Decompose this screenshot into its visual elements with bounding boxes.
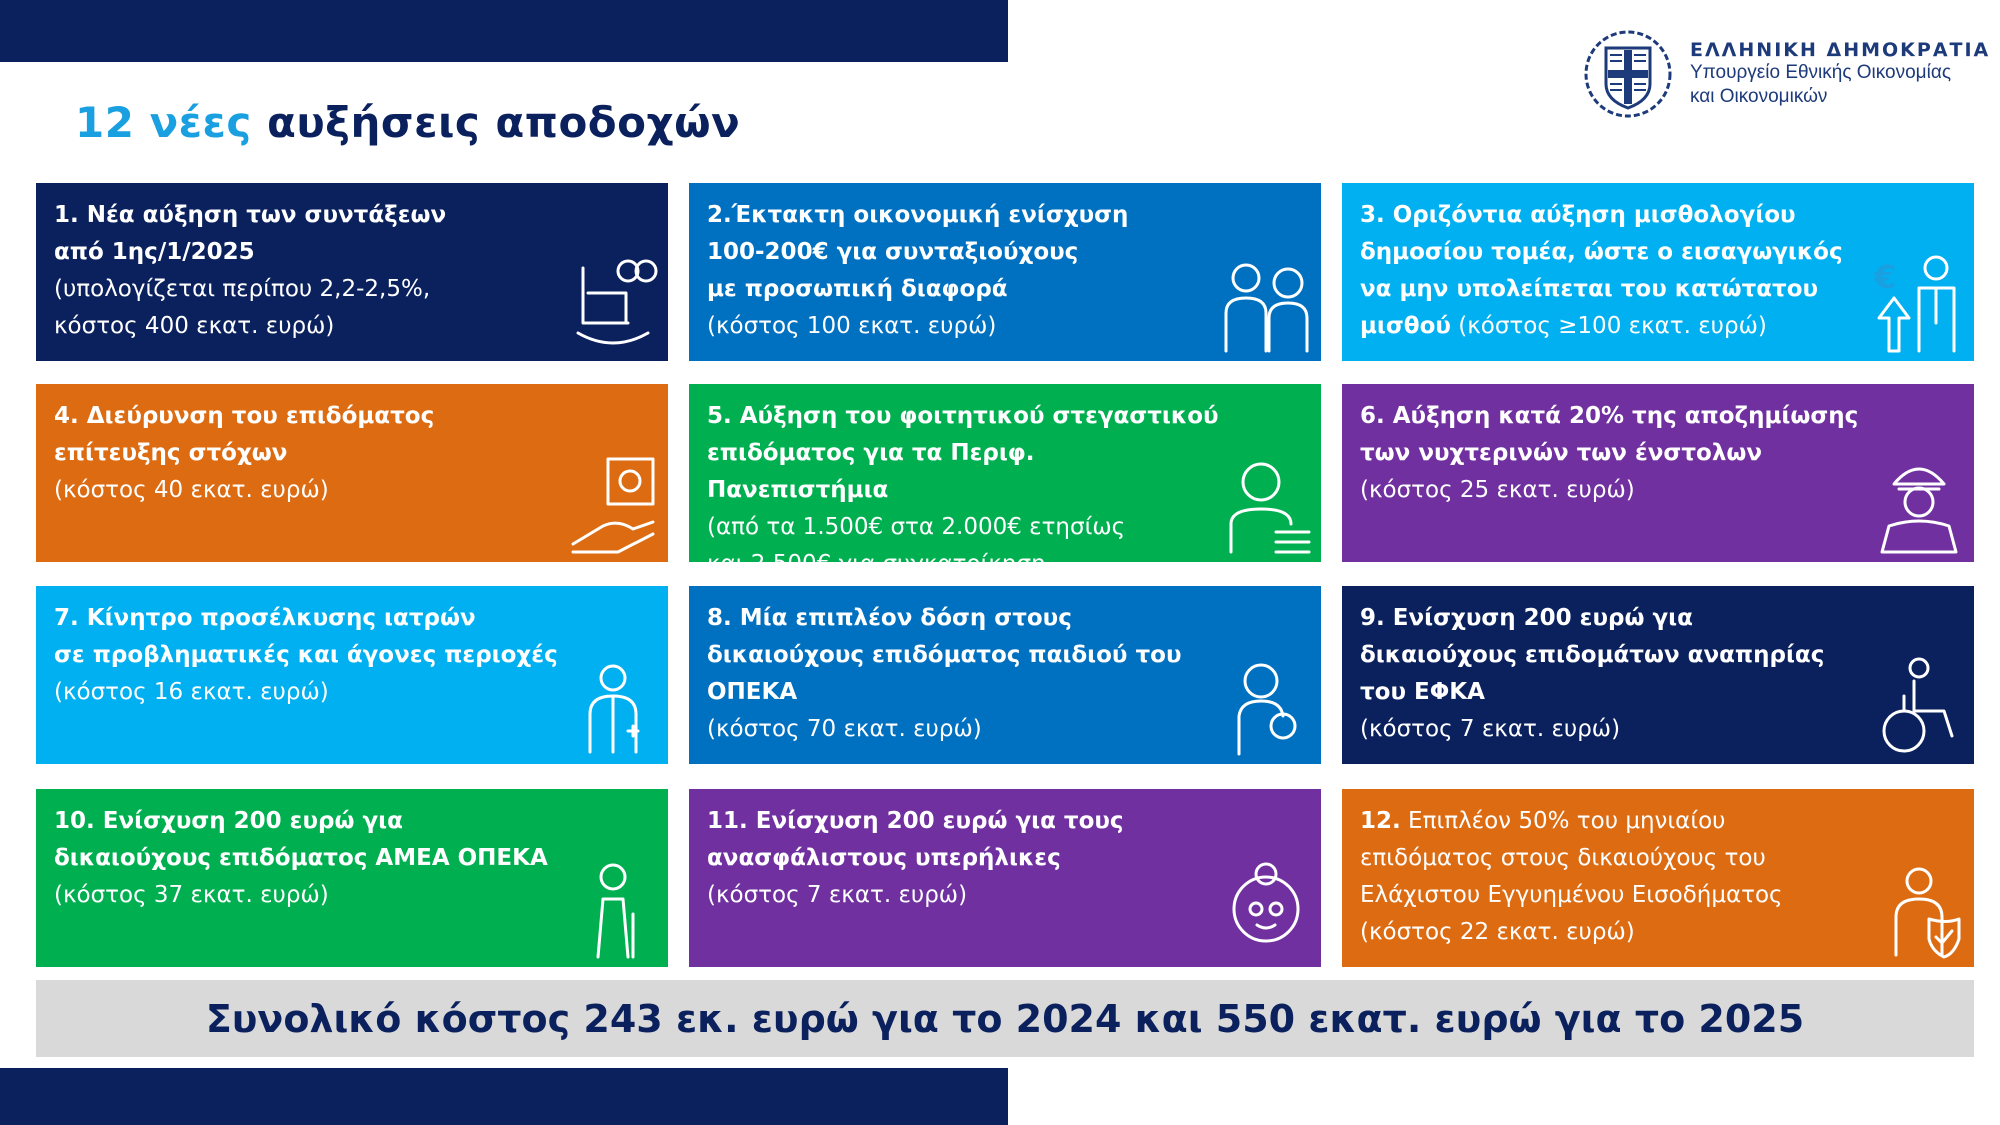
student-books-icon	[1229, 462, 1311, 554]
bottom-decor-bar	[0, 1068, 1008, 1125]
card-cost: (κόστος 7 εκατ. ευρώ)	[707, 882, 968, 908]
card-title: 2.Έκτακτη οικονομική ενίσχυση 100-200€ γ…	[707, 202, 1129, 302]
salary-increase-employee-icon: €	[1874, 255, 1956, 353]
card-title: 11. Ενίσχυση 200 ευρώ για τους ανασφάλισ…	[707, 808, 1124, 871]
card-title: 7. Κίνητρο προσέλκυσης ιατρών σε προβλημ…	[54, 605, 558, 668]
card-title: 3. Οριζόντια αύξηση μισθολογίου δημοσίου…	[1360, 202, 1843, 339]
title-rest: αυξήσεις αποδοχών	[251, 98, 741, 147]
logo-line-1: ΕΛΛΗΝΙΚΗ ΔΗΜΟΚΡΑΤΙΑ	[1690, 39, 1991, 61]
card-cost: (κόστος 70 εκατ. ευρώ)	[707, 716, 982, 742]
card-title: 4. Διεύρυνση του επιδόματος επίτευξης στ…	[54, 403, 435, 466]
benefit-card-9: 9. Ενίσχυση 200 ευρώ για δικαιούχους επι…	[1342, 586, 1974, 764]
rocking-chair-euro-icon	[576, 259, 658, 345]
person-shield-icon	[1894, 867, 1961, 959]
benefit-card-1: 1. Νέα αύξηση των συντάξεων από 1ης/1/20…	[36, 183, 668, 361]
card-title: 1. Νέα αύξηση των συντάξεων από 1ης/1/20…	[54, 202, 447, 265]
card-title: 10. Ενίσχυση 200 ευρώ για δικαιούχους επ…	[54, 808, 548, 871]
card-cost: (κόστος 100 εκατ. ευρώ)	[707, 313, 997, 339]
svg-text:€: €	[1874, 258, 1896, 296]
card-cost: (κόστος 7 εκατ. ευρώ)	[1360, 716, 1621, 742]
card-title: 12.	[1360, 808, 1401, 834]
benefit-card-5: 5. Αύξηση του φοιτητικού στεγαστικού επι…	[689, 384, 1321, 562]
page-title: 12 νέες αυξήσεις αποδοχών	[75, 98, 740, 147]
card-title: 5. Αύξηση του φοιτητικού στεγαστικού επι…	[707, 403, 1219, 503]
card-cost: Επιπλέον 50% του μηνιαίου επιδόματος στο…	[1360, 808, 1783, 945]
elderly-couple-icon	[1224, 263, 1309, 353]
benefit-card-10: 10. Ενίσχυση 200 ευρώ για δικαιούχους επ…	[36, 789, 668, 967]
card-cost: (από τα 1.500€ στα 2.000€ ετησίως και 2.…	[707, 514, 1126, 562]
hand-money-icon	[571, 457, 655, 554]
elderly-woman-icon	[1232, 862, 1300, 943]
benefit-card-6: 6. Αύξηση κατά 20% της αποζημίωσης των ν…	[1342, 384, 1974, 562]
police-officer-icon	[1880, 467, 1958, 554]
ministry-logo: ΕΛΛΗΝΙΚΗ ΔΗΜΟΚΡΑΤΙΑ Υπουργείο Εθνικής Οι…	[1582, 28, 1990, 120]
wheelchair-icon	[1882, 657, 1954, 753]
total-cost-banner: Συνολικό κόστος 243 εκ. ευρώ για το 2024…	[36, 980, 1974, 1057]
total-cost-text: Συνολικό κόστος 243 εκ. ευρώ για το 2024…	[205, 996, 1805, 1041]
card-cost: (κόστος ≥100 εκατ. ευρώ)	[1450, 313, 1767, 339]
benefit-card-2: 2.Έκτακτη οικονομική ενίσχυση 100-200€ γ…	[689, 183, 1321, 361]
logo-line-2: Υπουργείο Εθνικής Οικονομίας	[1690, 62, 1951, 83]
greek-coat-of-arms-icon	[1584, 30, 1672, 118]
benefit-card-12: 12. Επιπλέον 50% του μηνιαίου επιδόματος…	[1342, 789, 1974, 967]
card-cost: (κόστος 37 εκατ. ευρώ)	[54, 882, 329, 908]
card-cost: (κόστος 16 εκατ. ευρώ)	[54, 679, 329, 705]
elderly-cane-icon	[596, 863, 635, 959]
logo-line-3: και Οικονομικών	[1690, 86, 1828, 107]
benefit-card-4: 4. Διεύρυνση του επιδόματος επίτευξης στ…	[36, 384, 668, 562]
card-title: 8. Μία επιπλέον δόση στους δικαιούχους ε…	[707, 605, 1182, 705]
benefit-card-3: 3. Οριζόντια αύξηση μισθολογίου δημοσίου…	[1342, 183, 1974, 361]
card-cost: (υπολογίζεται περίπου 2,2-2,5%, κόστος 4…	[54, 276, 431, 339]
doctor-icon	[588, 664, 640, 754]
benefit-card-7: 7. Κίνητρο προσέλκυσης ιατρών σε προβλημ…	[36, 586, 668, 764]
card-cost: (κόστος 40 εκατ. ευρώ)	[54, 477, 329, 503]
mother-child-icon	[1237, 663, 1297, 756]
card-cost: (κόστος 25 εκατ. ευρώ)	[1360, 477, 1635, 503]
benefit-card-8: 8. Μία επιπλέον δόση στους δικαιούχους ε…	[689, 586, 1321, 764]
top-decor-bar	[0, 0, 1008, 62]
card-title: 9. Ενίσχυση 200 ευρώ για δικαιούχους επι…	[1360, 605, 1825, 705]
title-accent: 12 νέες	[75, 98, 252, 147]
card-title: 6. Αύξηση κατά 20% της αποζημίωσης των ν…	[1360, 403, 1859, 466]
benefit-card-11: 11. Ενίσχυση 200 ευρώ για τους ανασφάλισ…	[689, 789, 1321, 967]
